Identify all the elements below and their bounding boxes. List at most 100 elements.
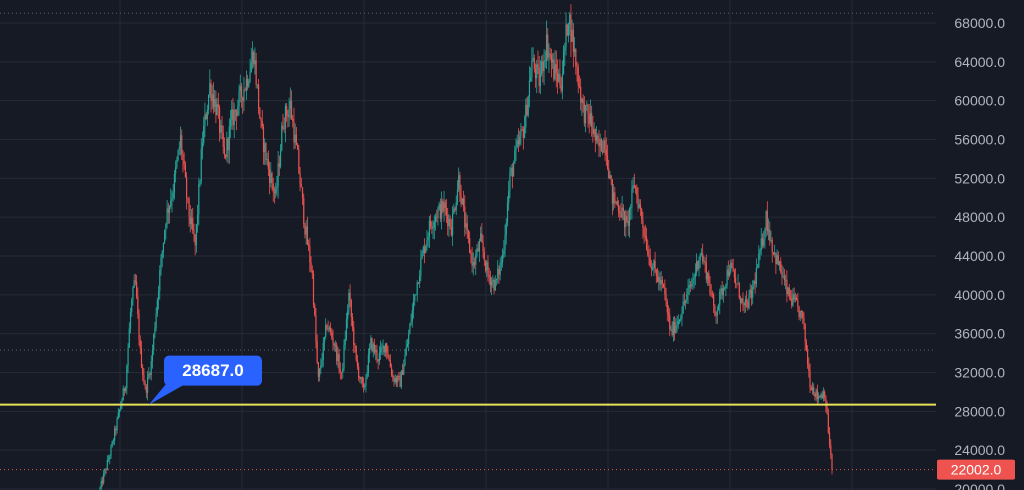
price-axis[interactable]: 68000.0 64000.0 60000.0 56000.0 52000.0 48000… (954, 15, 1005, 490)
candle-body (756, 267, 759, 269)
candle-body (637, 195, 639, 208)
candle-body (201, 143, 204, 149)
candle-body (339, 370, 341, 372)
candle-body (107, 459, 110, 460)
candle-body (299, 172, 301, 185)
candle-body (774, 252, 776, 254)
candle-body (553, 59, 555, 80)
candle-body (749, 289, 751, 295)
candle-body (276, 186, 278, 189)
candle-body (393, 377, 395, 383)
candle-body (526, 104, 528, 116)
current-price-label: 22002.0 (951, 461, 1002, 477)
support-callout[interactable]: 28687.0 (149, 355, 262, 405)
candle-body (308, 244, 310, 247)
candle-body (153, 334, 155, 351)
candle-body (681, 313, 683, 319)
candle-body (270, 173, 272, 183)
candle-body (796, 297, 798, 301)
candle-body (809, 370, 811, 388)
candle-body (542, 61, 544, 72)
candle-body (409, 323, 411, 335)
candle-body (217, 104, 219, 108)
candle-body (631, 188, 633, 208)
candle-body (172, 192, 174, 198)
candle-body (343, 344, 345, 369)
candle-body (478, 240, 481, 252)
candle-body (319, 368, 321, 377)
candle-body (290, 100, 293, 119)
candle-body (820, 394, 822, 398)
candle-body (584, 104, 587, 124)
candle-body (487, 262, 489, 276)
candle-body (131, 300, 133, 313)
candle-body (232, 109, 234, 126)
candle-body (587, 104, 589, 115)
candle-body (565, 24, 567, 47)
candle-body (686, 294, 688, 301)
candle-body (154, 328, 156, 335)
candle-body (410, 321, 412, 324)
candle-body (221, 125, 223, 133)
candle-body (288, 108, 290, 118)
candle-body (549, 53, 551, 56)
candle-body (605, 149, 607, 156)
candle-body (127, 347, 129, 366)
candle-body (362, 382, 365, 387)
candle-body (778, 261, 781, 266)
candle-body (508, 190, 510, 204)
y-tick-label: 32000.0 (954, 365, 1005, 381)
candle-body (797, 300, 799, 307)
candle-body (685, 300, 687, 303)
candle-body (189, 216, 191, 225)
candle-body (825, 397, 827, 408)
candle-body (323, 336, 326, 343)
candle-body (819, 396, 821, 398)
candle-body (184, 164, 186, 178)
candle-body (259, 108, 261, 119)
candle-body (188, 198, 190, 217)
candle-body (666, 301, 668, 313)
candle-body (514, 149, 516, 164)
candle-body (815, 389, 817, 397)
candle-body (325, 325, 327, 337)
candle-body (372, 344, 374, 352)
candle-body (250, 62, 252, 72)
candle-body (354, 345, 356, 346)
candle-body (258, 84, 260, 109)
candle-body (143, 374, 145, 384)
candle-body (713, 294, 715, 306)
candle-body (253, 51, 255, 65)
candle-body (688, 285, 690, 289)
y-tick-label: 40000.0 (954, 287, 1005, 303)
candle-body (249, 71, 251, 82)
candle-body (187, 197, 189, 199)
candle-body (151, 350, 154, 361)
candle-body (785, 279, 787, 281)
candle-body (251, 51, 254, 63)
candle-body (228, 126, 230, 151)
candle-body (625, 215, 627, 228)
candle-body (604, 140, 606, 150)
candle-body (760, 238, 762, 251)
candle-body (545, 34, 548, 61)
candle-body (597, 135, 599, 143)
candle-body (239, 86, 241, 91)
candle-body (608, 168, 610, 179)
candle-body (271, 173, 273, 184)
candle-body (721, 288, 723, 296)
candle-body (469, 238, 471, 253)
candle-body (337, 354, 339, 362)
candle-body (810, 387, 812, 391)
candle-body (168, 206, 171, 213)
candle-body (360, 377, 362, 379)
candle-body (356, 359, 359, 367)
candle-body (377, 359, 379, 362)
candle-body (626, 215, 628, 221)
candle-body (674, 321, 676, 334)
candle-body (677, 321, 679, 325)
candle-body (705, 262, 707, 280)
candle-body (411, 310, 413, 322)
candle-body (350, 300, 352, 318)
